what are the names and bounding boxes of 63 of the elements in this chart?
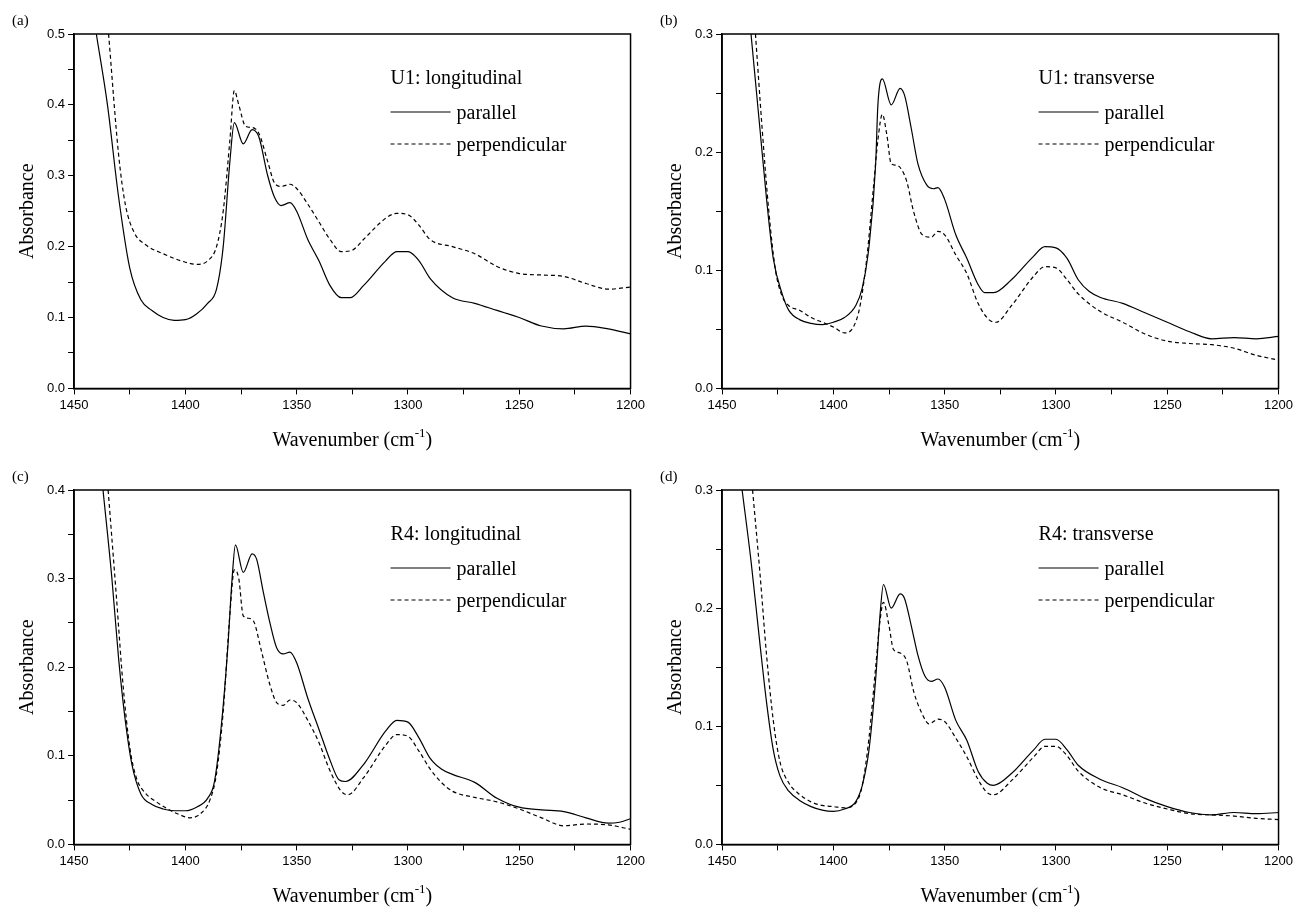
- chart-title: (b): [660, 12, 678, 30]
- text: 0.0: [694, 835, 714, 851]
- y-tick-label: 0.3: [694, 481, 714, 497]
- y-axis-title: Absorbance: [15, 163, 38, 259]
- y-tick-label: 0.1: [46, 309, 66, 325]
- legend-label: perpendicular: [456, 589, 567, 613]
- x-tick-label: 1450: [59, 852, 89, 868]
- legend-title: R4: transverse: [1038, 522, 1154, 545]
- x-tick-label: 1300: [1041, 396, 1071, 412]
- legend-label: perpendicular: [1104, 133, 1215, 157]
- y-tick-label: 0.3: [694, 25, 714, 41]
- y-tick-label: 0.2: [46, 238, 66, 254]
- x-tick-label: 1300: [1041, 852, 1071, 868]
- legend-label: perpendicular: [1104, 589, 1215, 613]
- y-tick-label: 0.1: [694, 261, 714, 277]
- y-tick-label: 0.3: [46, 570, 66, 586]
- x-tick-label: 1350: [282, 396, 312, 412]
- x-tick-label: 1200: [1264, 396, 1293, 412]
- y-tick-label: 0.2: [694, 599, 714, 615]
- y-axis-title: Absorbance: [663, 619, 686, 715]
- y-tick-label: 0.2: [694, 143, 714, 159]
- y-tick-label: 0.3: [46, 167, 66, 183]
- x-tick-label: 1200: [616, 852, 645, 868]
- x-tick-label: 1200: [1264, 852, 1293, 868]
- x-tick-label: 1450: [707, 396, 737, 412]
- legend-label: parallel: [456, 557, 517, 581]
- y-tick-label: 0.4: [46, 96, 66, 112]
- y-tick-label: 0.5: [46, 25, 66, 41]
- legend-label: parallel: [1104, 557, 1165, 581]
- x-tick-label: 1300: [393, 396, 423, 412]
- y-tick-label: 0.4: [46, 481, 66, 497]
- x-tick-label: 1250: [504, 396, 534, 412]
- text: 0.0: [46, 835, 66, 851]
- x-tick-label: 1250: [504, 852, 534, 868]
- x-tick-label: 1400: [818, 396, 848, 412]
- chart-title: (c): [12, 468, 29, 486]
- x-tick-label: 1250: [1152, 852, 1182, 868]
- x-tick-label: 1350: [930, 396, 960, 412]
- x-tick-label: 1450: [707, 852, 737, 868]
- legend-label: parallel: [456, 101, 517, 125]
- legend-title: U1: transverse: [1038, 66, 1155, 89]
- legend-label: parallel: [1104, 101, 1165, 125]
- y-tick-label: 0.1: [694, 717, 714, 733]
- x-tick-label: 1200: [616, 396, 645, 412]
- y-tick-label: 0.1: [46, 747, 66, 763]
- y-tick-label: 0.2: [46, 658, 66, 674]
- y-axis-title: Absorbance: [663, 163, 686, 259]
- x-tick-label: 1350: [930, 852, 960, 868]
- legend-label: perpendicular: [456, 133, 567, 157]
- text: 0.0: [46, 379, 66, 395]
- x-tick-label: 1450: [59, 396, 89, 412]
- text: 0.0: [694, 379, 714, 395]
- legend-title: U1: longitudinal: [390, 66, 523, 90]
- chart-title: (a): [12, 12, 29, 30]
- x-tick-label: 1250: [1152, 396, 1182, 412]
- y-axis-title: Absorbance: [15, 619, 38, 715]
- x-tick-label: 1300: [393, 852, 423, 868]
- x-tick-label: 1400: [818, 852, 848, 868]
- legend-title: R4: longitudinal: [390, 522, 522, 546]
- chart-title: (d): [660, 468, 678, 486]
- x-tick-label: 1400: [170, 396, 200, 412]
- x-tick-label: 1400: [170, 852, 200, 868]
- x-tick-label: 1350: [282, 852, 312, 868]
